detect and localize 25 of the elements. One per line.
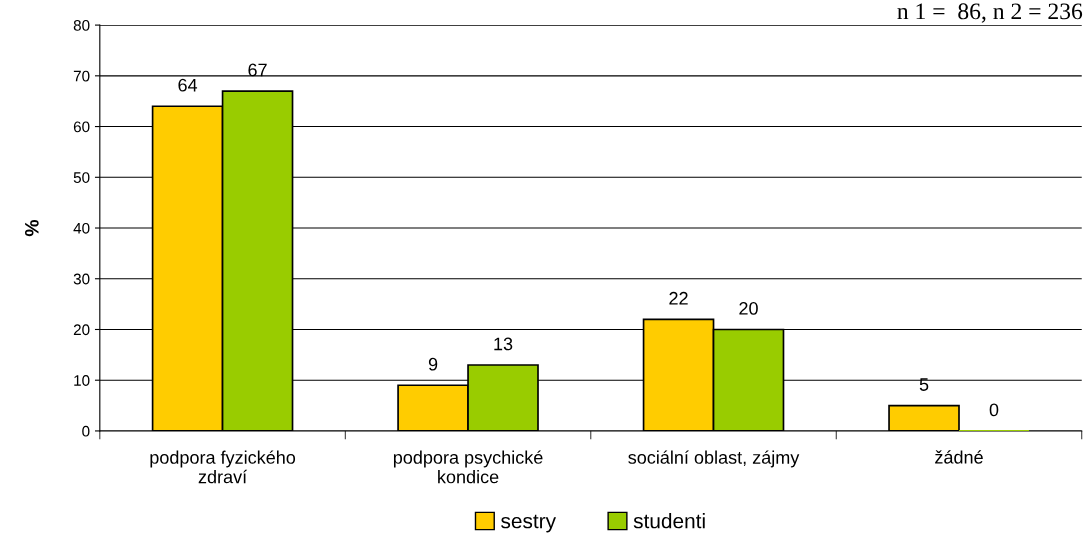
x-tick-label: podpora fyzického zdraví: [150, 450, 296, 484]
x-tick-label: podpora psychické kondice: [393, 450, 543, 484]
data-label: 5: [919, 378, 929, 391]
text: n 1 = 86, n 2 = 236: [897, 3, 1083, 23]
data-label: 64: [178, 78, 198, 92]
y-tick-label: 70: [73, 70, 90, 82]
y-tick-label: 80: [73, 19, 90, 31]
y-tick-label: 40: [73, 222, 90, 234]
y-tick-label: 20: [73, 324, 90, 336]
y-tick-label: 10: [74, 375, 90, 386]
legend-label: sestry: [501, 514, 556, 533]
x-tick-label: sociální oblast, zájmy: [628, 450, 800, 468]
data-label: 67: [248, 63, 267, 77]
data-label: 22: [669, 291, 688, 305]
y-tick-label: 50: [73, 172, 90, 183]
data-label: 9: [428, 357, 438, 371]
y-axis-title: %: [24, 219, 39, 237]
data-label: 0: [989, 403, 999, 417]
x-tick-label: žádné: [935, 450, 983, 464]
data-label: 20: [739, 302, 758, 315]
y-tick-label: 30: [73, 273, 90, 285]
legend-label: studenti: [633, 513, 705, 529]
y-tick-label: 0: [82, 425, 90, 437]
data-label: 13: [494, 337, 513, 351]
y-tick-label: 60: [73, 121, 90, 133]
